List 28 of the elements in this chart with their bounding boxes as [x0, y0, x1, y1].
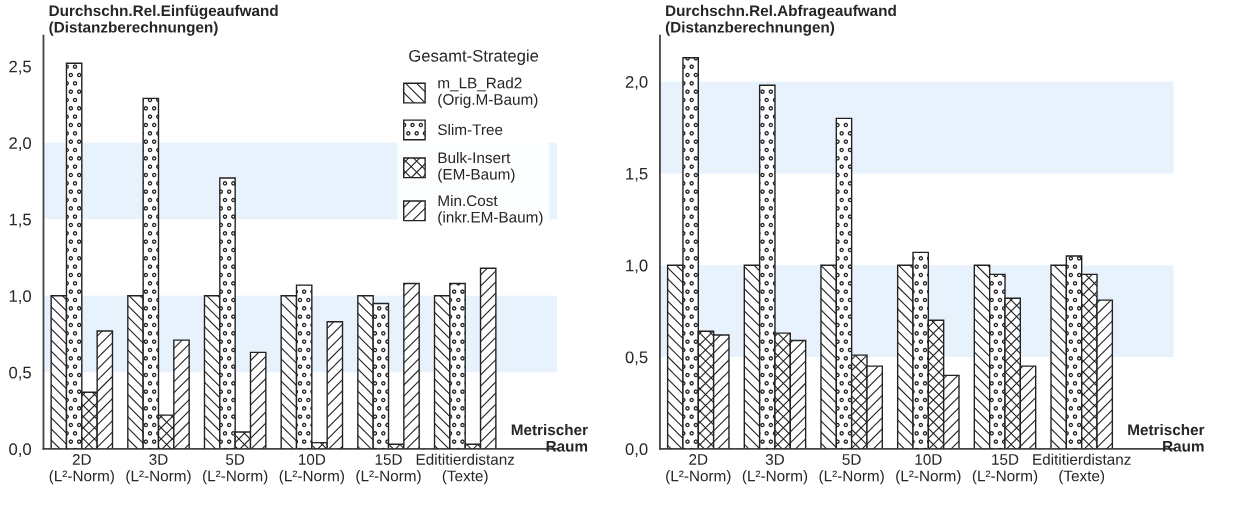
- y-tick-label: 0,5: [9, 366, 31, 381]
- y-tick-label: 0,0: [9, 443, 32, 457]
- y-tick-label: 2,0: [9, 137, 32, 151]
- x-tick-label: 5D (L²-Norm): [819, 454, 884, 485]
- x-tick-label: 3D (L²-Norm): [742, 454, 808, 485]
- x-tick-label: 3D (L²-Norm): [126, 454, 191, 485]
- legend-label: Min.Cost (inkr.EM-Baum): [438, 194, 543, 226]
- y-tick-label: 0,5: [625, 351, 648, 366]
- x-tick-label: 10D (L²-Norm): [279, 454, 344, 485]
- x-tick-label: 2D (L²-Norm): [666, 454, 731, 485]
- y-tick-label: 1,0: [626, 259, 648, 274]
- x-tick-label: 5D (L²-Norm): [203, 454, 268, 485]
- legend-label: m_LB_Rad2 (Orig.M-Baum): [438, 77, 538, 108]
- legend-label: Slim-Tree: [438, 123, 503, 136]
- x-tick-label: 10D (L²-Norm): [896, 454, 961, 485]
- x-axis-title: Metrischer Raum: [511, 424, 588, 452]
- legend-title: Gesamt-Strategie: [409, 49, 539, 65]
- x-tick-label: 2D (L²-Norm): [49, 454, 114, 485]
- y-tick-label: 1,5: [9, 213, 31, 228]
- y-tick-label: 1,0: [9, 290, 32, 304]
- y-tick-label: 0,0: [625, 443, 648, 457]
- y-axis-title: Durchschn.Rel.Abfrageaufwand (Distanzberechnungen): [665, 4, 896, 36]
- y-tick-label: 2,0: [625, 76, 648, 90]
- x-axis-title: Metrischer Raum: [1128, 424, 1205, 452]
- y-axis-title: Durchschn.Rel.Einfügeaufwand (Distanzberechnungen): [49, 4, 278, 36]
- legend-label: Bulk-Insert (EM-Baum): [438, 151, 515, 183]
- y-tick-label: 2,5: [9, 60, 31, 75]
- y-tick-label: 1,5: [626, 167, 648, 182]
